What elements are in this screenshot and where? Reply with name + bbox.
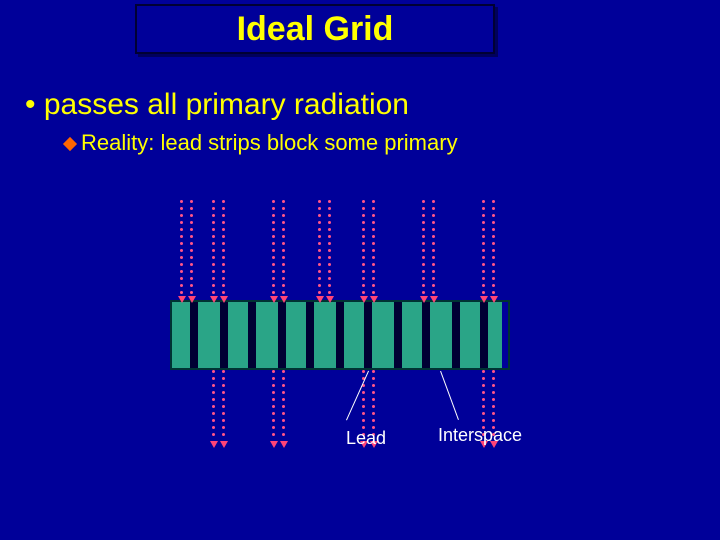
interspace-strip xyxy=(314,302,336,368)
lead-strip xyxy=(306,302,314,368)
lead-strip xyxy=(190,302,198,368)
interspace-strip xyxy=(402,302,422,368)
diamond-icon xyxy=(63,137,77,151)
title-box: Ideal Grid xyxy=(135,4,495,54)
page-title: Ideal Grid xyxy=(237,10,394,49)
interspace-strip xyxy=(256,302,278,368)
grid-box xyxy=(170,300,510,370)
grid-diagram: Lead Interspace xyxy=(170,200,530,480)
label-lead: Lead xyxy=(346,428,386,449)
lead-strip xyxy=(248,302,256,368)
lead-strip xyxy=(336,302,344,368)
lead-strip xyxy=(394,302,402,368)
lead-strip xyxy=(220,302,228,368)
label-interspace: Interspace xyxy=(438,425,522,446)
interspace-strip xyxy=(228,302,248,368)
bullet-main: • passes all primary radiation xyxy=(25,88,409,122)
lead-strip xyxy=(278,302,286,368)
lead-strip xyxy=(480,302,488,368)
bullet-sub-text: Reality: lead strips block some primary xyxy=(81,130,458,155)
interspace-strip xyxy=(430,302,452,368)
bullet-sub: Reality: lead strips block some primary xyxy=(65,130,458,156)
interspace-strip xyxy=(344,302,364,368)
interspace-strip xyxy=(488,302,502,368)
interspace-strip xyxy=(198,302,220,368)
lead-strip xyxy=(422,302,430,368)
lead-strip xyxy=(452,302,460,368)
interspace-strip xyxy=(286,302,306,368)
lead-strip xyxy=(364,302,372,368)
interspace-strip xyxy=(372,302,394,368)
interspace-strip xyxy=(172,302,190,368)
interspace-strip xyxy=(460,302,480,368)
